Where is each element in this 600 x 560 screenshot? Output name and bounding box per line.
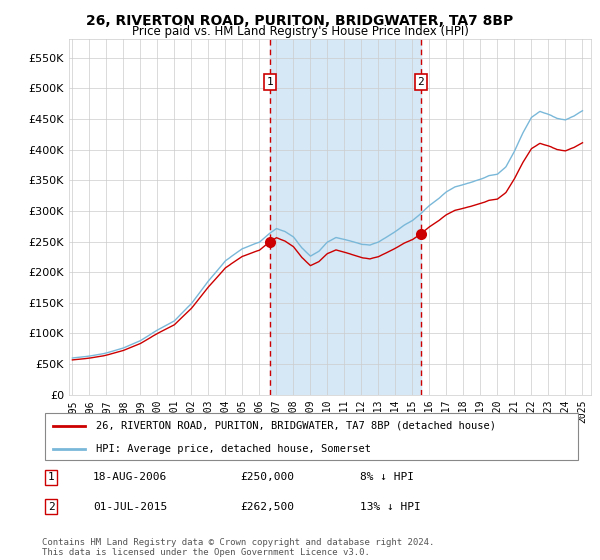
Text: Contains HM Land Registry data © Crown copyright and database right 2024.
This d: Contains HM Land Registry data © Crown c… [42, 538, 434, 557]
Text: 1: 1 [267, 77, 274, 87]
Text: Price paid vs. HM Land Registry's House Price Index (HPI): Price paid vs. HM Land Registry's House … [131, 25, 469, 38]
Text: 2: 2 [47, 502, 55, 512]
Text: 26, RIVERTON ROAD, PURITON, BRIDGWATER, TA7 8BP: 26, RIVERTON ROAD, PURITON, BRIDGWATER, … [86, 14, 514, 28]
Text: 18-AUG-2006: 18-AUG-2006 [93, 472, 167, 482]
Text: 01-JUL-2015: 01-JUL-2015 [93, 502, 167, 512]
Text: 8% ↓ HPI: 8% ↓ HPI [360, 472, 414, 482]
Text: 26, RIVERTON ROAD, PURITON, BRIDGWATER, TA7 8BP (detached house): 26, RIVERTON ROAD, PURITON, BRIDGWATER, … [96, 421, 496, 431]
Text: 13% ↓ HPI: 13% ↓ HPI [360, 502, 421, 512]
Text: 1: 1 [47, 472, 55, 482]
Text: HPI: Average price, detached house, Somerset: HPI: Average price, detached house, Some… [96, 445, 371, 454]
Text: £250,000: £250,000 [240, 472, 294, 482]
Text: £262,500: £262,500 [240, 502, 294, 512]
FancyBboxPatch shape [45, 413, 578, 460]
Bar [270, 39, 421, 395]
Text: 2: 2 [418, 77, 424, 87]
